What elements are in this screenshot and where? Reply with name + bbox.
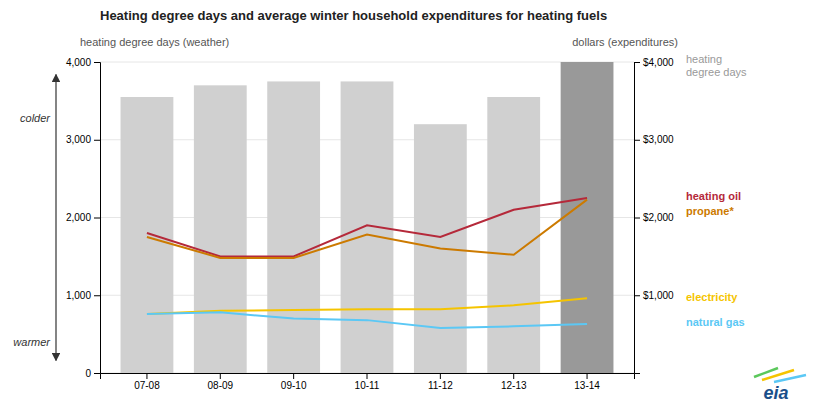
legend-entry: electricity <box>686 291 738 303</box>
logo: eia <box>763 383 788 403</box>
tick-mark <box>634 218 640 219</box>
tick: $4,000 <box>634 57 674 68</box>
grid-line <box>100 62 634 63</box>
bar <box>194 85 247 373</box>
tick: 3,000 <box>66 134 100 145</box>
tick-label: 0 <box>85 368 91 379</box>
legend-entry-line: degree days <box>686 66 747 78</box>
y-axis-label: heating degree days (weather) <box>80 36 229 48</box>
line <box>147 198 587 256</box>
tick-mark <box>634 295 640 296</box>
tick-label: 2,000 <box>66 212 91 223</box>
legend-entry-line: natural gas <box>686 316 745 328</box>
tick-label: $3,000 <box>643 134 674 145</box>
bar <box>487 97 540 373</box>
tick-label: 07-08 <box>134 380 160 391</box>
tick-label: 10-11 <box>355 380 380 391</box>
tick-label: 11-12 <box>428 380 453 391</box>
tick-mark <box>293 373 294 379</box>
tick-mark <box>220 373 221 379</box>
tick: $3,000 <box>634 134 674 145</box>
legend-entry: natural gas <box>686 316 745 328</box>
axis-line <box>101 374 635 380</box>
grid <box>100 62 634 373</box>
legend-entry-line: heating oil <box>686 190 741 202</box>
tick-mark <box>94 218 100 219</box>
legend-entry: propane* <box>686 205 734 217</box>
tick: 2,000 <box>66 212 100 223</box>
tick: 4,000 <box>66 57 100 68</box>
tick: 07-08 <box>134 373 160 391</box>
tick-label: 3,000 <box>66 134 91 145</box>
tick-label: $4,000 <box>643 57 674 68</box>
chart: 01,0002,0003,0004,000$1,000$2,000$3,000$… <box>0 0 824 409</box>
bar <box>561 62 614 373</box>
legend-entry-line: electricity <box>686 291 738 303</box>
axis-line <box>94 63 101 374</box>
tick-label: 09-10 <box>281 380 307 391</box>
tick-mark <box>440 373 441 379</box>
tick-label: 1,000 <box>66 290 91 301</box>
tick: 11-12 <box>428 373 453 391</box>
tick-mark <box>587 373 588 379</box>
tick-mark <box>513 373 514 379</box>
tick: 10-11 <box>355 373 380 391</box>
tick-label: 08-09 <box>208 380 234 391</box>
tick-mark <box>634 62 640 63</box>
tick-label: 12-13 <box>501 380 527 391</box>
line <box>147 200 587 258</box>
tick-label: $2,000 <box>643 212 674 223</box>
tick-label: 4,000 <box>66 57 91 68</box>
tick: 12-13 <box>501 373 527 391</box>
bar <box>121 97 174 373</box>
y-axis: 0 1,000 2,000 3,000 4,000 <box>66 57 101 379</box>
legend-entry-line: heating <box>686 53 722 65</box>
line <box>147 312 587 328</box>
tick-mark <box>146 373 147 379</box>
tick: $1,000 <box>634 290 674 301</box>
tick-label: 13-14 <box>574 380 600 391</box>
tick: 08-09 <box>208 373 234 391</box>
title: Heating degree days and average winter h… <box>100 8 607 23</box>
tick: 1,000 <box>66 290 100 301</box>
tick-mark <box>94 140 100 141</box>
tick-mark <box>634 140 640 141</box>
tick-mark <box>94 295 100 296</box>
legend-entry-line: propane* <box>686 205 734 217</box>
tick: $2,000 <box>634 212 674 223</box>
legend-entry: heating oil <box>686 190 741 202</box>
tick-label: $1,000 <box>643 290 674 301</box>
y2-axis: $1,000 $2,000 $3,000 $4,000 <box>634 57 674 374</box>
legend: heatingdegree days heating oil propane* ele… <box>686 53 747 329</box>
tick: 13-14 <box>574 373 600 391</box>
marks <box>121 62 614 373</box>
x-axis: 07-08 08-09 09-10 10-11 11-12 12-13 13-14 <box>101 373 635 391</box>
tick-mark <box>94 62 100 63</box>
logo-swoosh <box>774 375 806 382</box>
annotation: warmer <box>13 336 51 348</box>
axis-line <box>635 63 641 374</box>
bar <box>267 81 320 373</box>
plot: 01,0002,0003,0004,000$1,000$2,000$3,000$… <box>66 57 674 391</box>
legend-entry: heatingdegree days <box>686 53 747 78</box>
annotation: colder <box>20 112 51 124</box>
tick-mark <box>94 373 100 374</box>
tick-mark <box>367 373 368 379</box>
tick: 0 <box>85 368 100 379</box>
tick: 09-10 <box>281 373 307 391</box>
y2-axis-label: dollars (expenditures) <box>572 36 678 48</box>
arrow <box>55 74 56 360</box>
